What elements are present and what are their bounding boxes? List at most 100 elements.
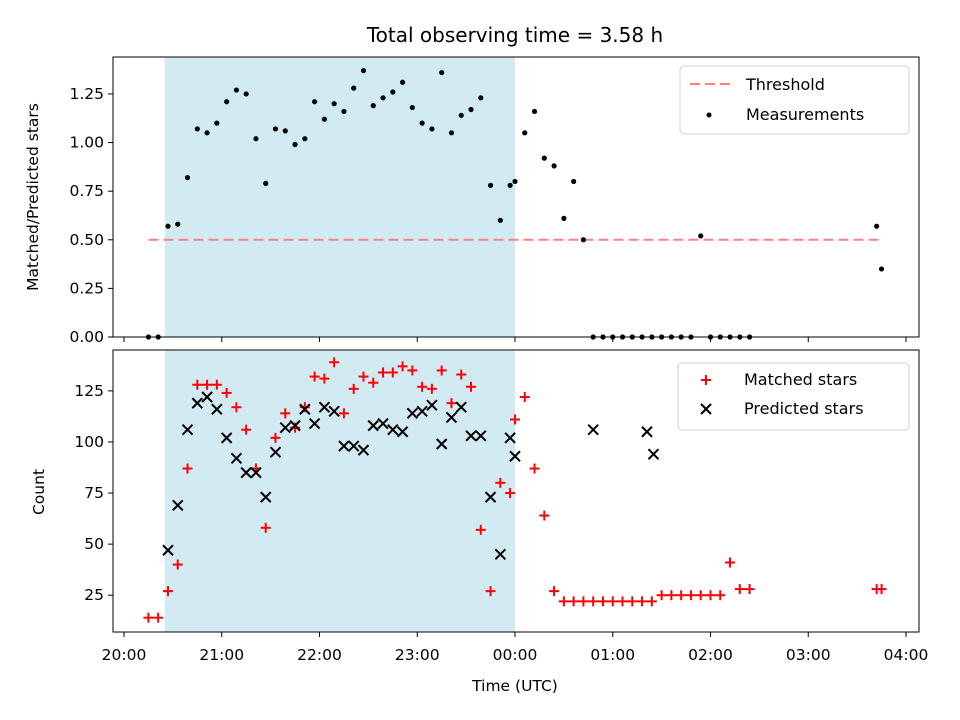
matched-star-point [280, 408, 291, 419]
predicted-star-point [445, 411, 458, 424]
predicted-star-point [587, 423, 599, 436]
ratio-legend: Threshold Measurements [679, 65, 910, 135]
measurement-point [478, 95, 484, 101]
matched-star-point [607, 596, 618, 607]
matched-star-point [417, 381, 428, 392]
legend-predicted-label: Predicted stars [744, 399, 864, 418]
y-tick-label: 0.50 [69, 231, 104, 249]
count-axes: 25 50 75 100 125 20:00 21:00 22:00 23:00 00:00 01:… [74, 382, 928, 664]
matched-star-point [260, 522, 271, 533]
matched-star-point [510, 414, 520, 425]
ratio-axes: 0.00 0.25 0.50 0.75 1.00 1.25 [69, 85, 907, 346]
x-tick-label: 22:00 [297, 646, 342, 664]
matched-star-point [348, 383, 359, 394]
matched-star-point [270, 432, 281, 443]
predicted-star-point [494, 548, 507, 561]
matched-star-point [436, 365, 447, 376]
predicted-star-point [387, 423, 399, 436]
measurement-point [351, 85, 357, 91]
predicted-star-point [260, 491, 272, 503]
matched-star-point [597, 596, 608, 607]
measurement-point [497, 217, 503, 223]
count-ylabel: Count [30, 469, 48, 515]
measurement-point [878, 266, 885, 272]
predicted-star-point [465, 430, 477, 442]
measurement-point [253, 136, 259, 142]
measurement-point [233, 87, 240, 93]
ratio-ylabel: Matched/Predicted stars [24, 103, 42, 291]
predicted-star-point [289, 419, 301, 432]
measurement-point [439, 69, 445, 76]
count-legend: Matched stars Predicted stars [677, 362, 910, 431]
legend-matched-label: Matched stars [744, 370, 857, 389]
measurement-point [224, 99, 230, 105]
measurement-point [448, 130, 455, 136]
measurement-point [282, 128, 288, 134]
measurement-point [541, 155, 547, 161]
matched-star-point [378, 367, 389, 378]
measurement-point [468, 106, 474, 113]
matched-star-point [309, 371, 320, 382]
predicted-star-point [162, 544, 174, 556]
matched-star-point [646, 596, 657, 607]
measurement-point [380, 95, 386, 101]
measurement-point [302, 136, 308, 142]
matched-star-point [446, 398, 457, 409]
matched-star-point [338, 408, 349, 419]
predicted-star-point [269, 446, 282, 458]
x-tick-label: 23:00 [395, 646, 440, 664]
predicted-star-point [250, 466, 262, 479]
measurement-point [292, 141, 298, 148]
measurement-point [390, 89, 396, 95]
matched-star-point [485, 586, 496, 597]
predicted-star-point [240, 466, 252, 479]
predicted-star-point [211, 403, 223, 415]
matched-star-point [358, 371, 369, 382]
predicted-star-point [338, 440, 350, 452]
measurement-point [243, 91, 249, 97]
matched-star-point [162, 586, 173, 597]
matched-star-point [549, 586, 560, 597]
y-tick-label: 25 [84, 586, 104, 604]
matched-star-point [627, 596, 638, 607]
measurement-point [507, 182, 513, 188]
measurement-point [512, 178, 518, 185]
matched-star-point [211, 379, 222, 390]
y-tick-label: 125 [74, 382, 104, 400]
matched-star-point [466, 381, 477, 392]
matched-star-point [221, 387, 232, 398]
matched-star-point [192, 379, 203, 390]
measurement-point [561, 215, 567, 221]
matched-star-point [172, 559, 183, 570]
measurement-point [331, 101, 337, 107]
matched-star-point [368, 377, 379, 388]
matched-star-point [876, 584, 887, 595]
y-tick-label: 100 [74, 433, 104, 451]
measurement-point [214, 120, 220, 126]
measurement-point [531, 108, 538, 115]
measurement-point [194, 126, 200, 132]
predicted-star-point [509, 450, 521, 462]
predicted-star-point [220, 432, 233, 444]
matched-star-point [666, 590, 677, 601]
measurement-point [312, 99, 318, 105]
measurement-point [370, 103, 376, 109]
predicted-star-point [357, 444, 370, 456]
predicted-star-point [641, 426, 653, 438]
measurement-point [551, 163, 557, 169]
matched-star-point [734, 584, 745, 595]
predicted-star-point [172, 499, 184, 512]
observing-span-bottom [164, 350, 515, 632]
predicted-star-point [308, 417, 321, 430]
matched-star-point [153, 612, 164, 623]
x-tick-label: 03:00 [786, 646, 831, 664]
predicted-star-point [318, 401, 331, 413]
measurement-point [580, 237, 587, 243]
predicted-star-point [396, 426, 409, 438]
matched-star-point [558, 596, 569, 607]
ratio-axes-frame [112, 56, 920, 338]
legend-threshold-label: Threshold [745, 75, 825, 94]
measurement-point [204, 130, 210, 136]
matched-star-point [588, 596, 599, 607]
predicted-star-point [191, 397, 204, 409]
